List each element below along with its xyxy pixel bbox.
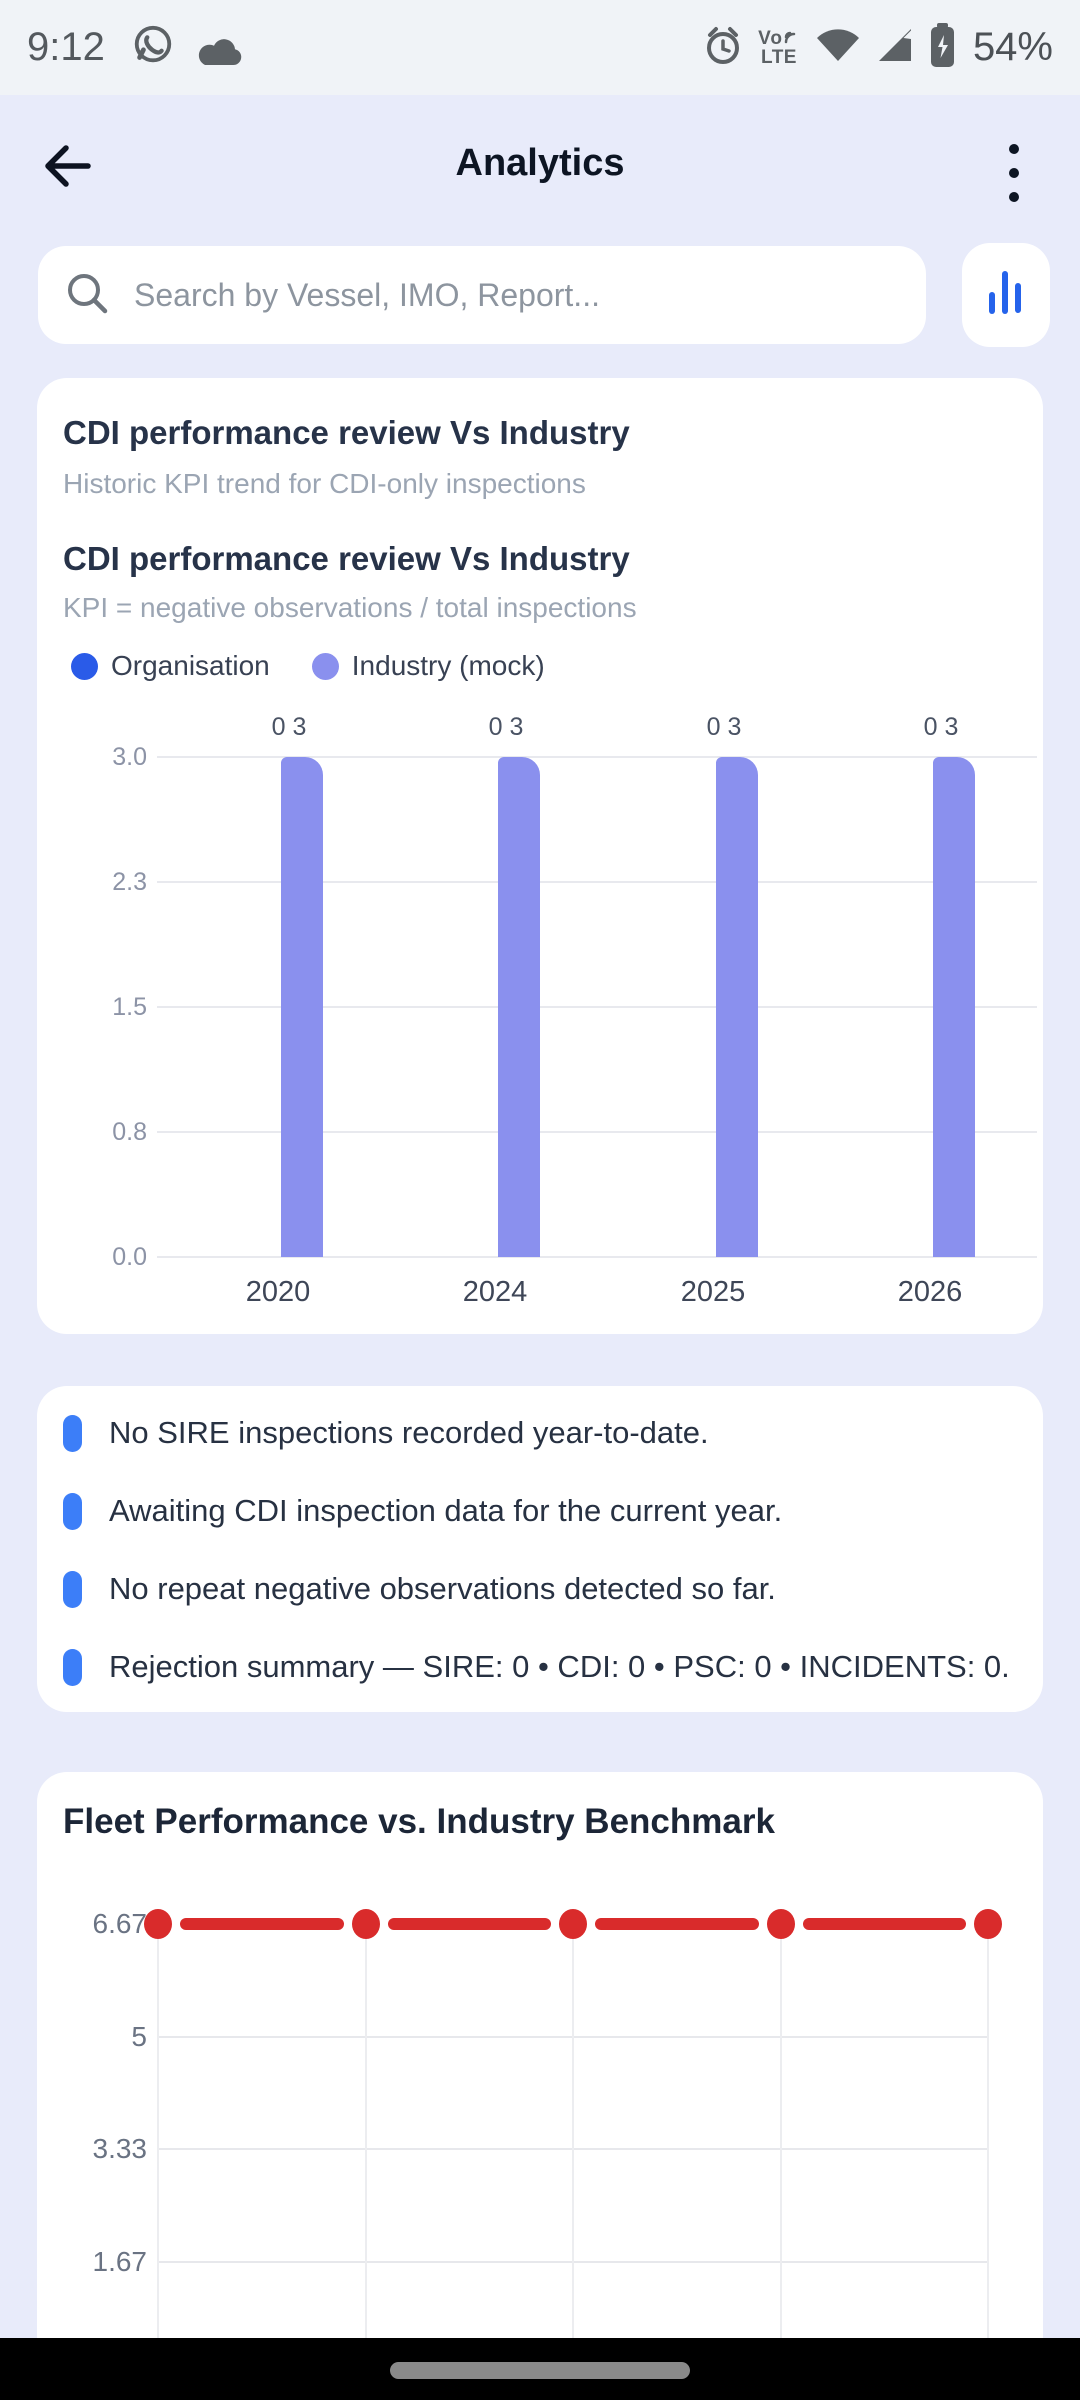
bullet-pill-icon [63, 1570, 82, 1608]
chart-subtitle: KPI = negative observations / total insp… [63, 592, 637, 623]
search-bar [38, 246, 926, 344]
kpi-ytick-label: 0.0 [112, 1243, 147, 1271]
kpi-bar-value-label: 0 3 [488, 713, 524, 741]
fleet-line-segment [387, 1918, 551, 1930]
list-item: No SIRE inspections recorded year-to-dat… [63, 1394, 1013, 1472]
analytics-chart-button[interactable] [962, 243, 1050, 347]
fleet-ytick-label: 3.33 [92, 2133, 148, 2164]
kpi-xtick-label: 2020 [245, 1276, 311, 1308]
back-button[interactable] [36, 136, 100, 200]
fleet-card-title: Fleet Performance vs. Industry Benchmark [63, 1802, 775, 1841]
fleet-data-point[interactable] [559, 1909, 587, 1939]
fleet-line-segment [595, 1918, 759, 1930]
fleet-data-point[interactable] [351, 1909, 380, 1939]
fleet-line-segment [180, 1918, 344, 1930]
fleet-vgridline [364, 1938, 367, 2400]
kpi-bar-2020[interactable] [281, 757, 323, 1257]
kpi-bar-2024[interactable] [498, 757, 540, 1257]
status-bar: 9:12 Vo LTE [0, 0, 1080, 95]
alarm-icon [703, 24, 743, 71]
legend-dot-organisation [71, 652, 98, 680]
fleet-data-point[interactable] [766, 1909, 795, 1939]
kpi-xtick-label: 2024 [462, 1276, 528, 1308]
kpi-bar-value-label: 0 3 [706, 713, 742, 741]
status-system-icons: Vo LTE 54% [703, 22, 1053, 73]
kpi-ytick-label: 3.0 [112, 743, 147, 771]
fleet-ytick-label: 6.67 [92, 1908, 148, 1939]
kpi-bar-2025[interactable] [716, 757, 758, 1257]
bullet-pill-icon [63, 1492, 82, 1530]
battery-charging-icon [929, 22, 956, 73]
kpi-ytick-label: 2.3 [112, 868, 147, 896]
volte-icon: Vo LTE [758, 27, 797, 68]
legend-item-industry[interactable]: Industry (mock) [311, 650, 545, 682]
list-item: Awaiting CDI inspection data for the cur… [63, 1472, 1013, 1550]
search-icon [64, 270, 110, 321]
chart-legend: Organisation Industry (mock) [71, 650, 545, 682]
fleet-data-point[interactable] [144, 1909, 172, 1939]
fleet-line-segment [802, 1918, 966, 1930]
wifi-icon [815, 27, 861, 68]
battery-percent: 54% [972, 25, 1053, 69]
page-title: Analytics [455, 142, 625, 184]
fleet-vgridline [572, 1938, 574, 2400]
kpi-gridline [157, 1006, 1037, 1008]
status-notification-icons [131, 23, 245, 72]
legend-item-organisation[interactable]: Organisation [71, 650, 270, 682]
kpi-gridline [157, 1131, 1037, 1133]
list-item: Rejection summary — SIRE: 0 • CDI: 0 • P… [63, 1628, 1013, 1706]
bar-chart-icon [989, 270, 1023, 320]
insights-card: No SIRE inspections recorded year-to-dat… [37, 1386, 1043, 1712]
fleet-vgridline [779, 1938, 782, 2400]
kpi-bar-2026[interactable] [933, 757, 975, 1257]
fleet-vgridline [157, 1938, 159, 2400]
kpi-gridline [157, 1256, 1037, 1258]
insights-list: No SIRE inspections recorded year-to-dat… [37, 1386, 1043, 1712]
fleet-ytick-label: 5 [131, 2020, 147, 2052]
search-input[interactable] [132, 275, 900, 315]
bullet-pill-icon [63, 1414, 82, 1452]
kpi-xtick-label: 2026 [897, 1276, 963, 1308]
legend-dot-industry [311, 652, 339, 680]
kpi-gridline [157, 756, 1037, 758]
gesture-pill[interactable] [390, 2362, 690, 2379]
kpi-gridline [157, 881, 1037, 883]
kpi-ytick-label: 0.8 [112, 1118, 147, 1146]
fleet-benchmark-card: Fleet Performance vs. Industry Benchmark… [37, 1772, 1043, 2400]
overflow-menu-button[interactable] [994, 140, 1034, 206]
fleet-ytick-label: 1.67 [92, 2245, 148, 2277]
whatsapp-icon [131, 23, 175, 72]
card-title: CDI performance review Vs Industry [63, 414, 630, 451]
fleet-vgridline [987, 1938, 989, 2400]
kpi-trend-card: CDI performance review Vs Industry Histo… [37, 378, 1043, 1334]
kpi-bar-value-label: 0 3 [923, 713, 959, 741]
fleet-line-chart: 6.67 5 3.33 1.67 [37, 1772, 1043, 2400]
cloud-icon [193, 33, 245, 72]
list-item: No repeat negative observations detected… [63, 1550, 1013, 1628]
fleet-data-point[interactable] [974, 1909, 1002, 1939]
system-navigation-bar [0, 2338, 1080, 2400]
kpi-bar-chart: 3.0 2.3 1.5 0.8 0.0 0 3 2020 0 3 2024 0 3 2025 0 3 2… [37, 378, 1043, 1334]
chart-title: CDI performance review Vs Industry [63, 540, 630, 577]
bullet-pill-icon [63, 1648, 82, 1686]
signal-icon [876, 26, 914, 69]
card-subtitle: Historic KPI trend for CDI-only inspecti… [63, 468, 586, 499]
kpi-xtick-label: 2025 [680, 1276, 746, 1308]
status-time: 9:12 [27, 25, 105, 69]
kpi-bar-value-label: 0 3 [271, 713, 307, 741]
kpi-ytick-label: 1.5 [112, 993, 147, 1021]
